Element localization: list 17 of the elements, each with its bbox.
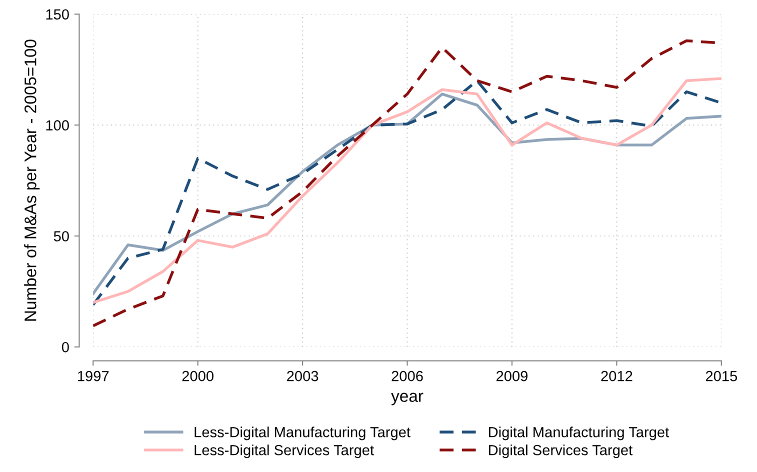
x-tick-label: 2003 xyxy=(287,370,318,382)
x-axis-title: year xyxy=(391,392,424,406)
x-tick-label: 2009 xyxy=(496,370,528,382)
legend-label: Digital Manufacturing Target xyxy=(489,426,670,440)
x-tick-label: 2000 xyxy=(182,370,214,382)
x-tick-label: 2015 xyxy=(706,370,738,382)
legend-label: Less-Digital Manufacturing Target xyxy=(194,426,410,440)
y-axis-title: Number of M&As per Year - 2005=100 xyxy=(24,40,40,321)
x-tick-label: 2012 xyxy=(601,370,632,382)
legend-label: Digital Services Target xyxy=(489,444,633,458)
y-tick-label: 100 xyxy=(46,120,69,131)
y-tick-label: 0 xyxy=(62,342,69,352)
legend-label: Less-Digital Services Target xyxy=(194,444,374,458)
y-tick-label: 50 xyxy=(54,231,69,242)
x-tick-label: 2006 xyxy=(392,370,423,382)
y-tick-label: 150 xyxy=(46,9,69,20)
x-tick-label: 1997 xyxy=(78,370,109,382)
